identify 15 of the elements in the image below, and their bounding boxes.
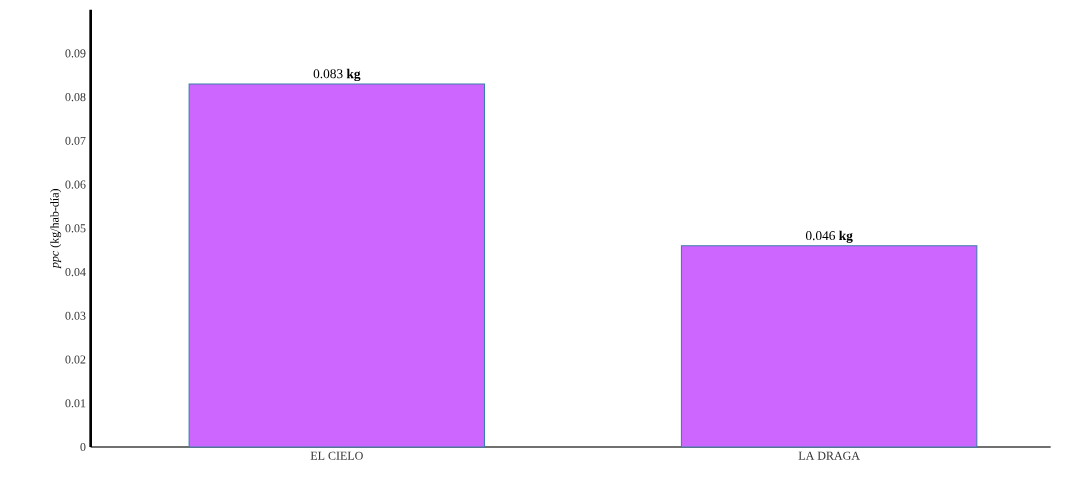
y-axis-title: ppc (kg/hab-día)	[50, 189, 62, 269]
data-label: 0.046 kg	[805, 230, 853, 243]
y-tick-label: 0.03	[65, 311, 86, 320]
y-tick-label: 0.02	[65, 355, 86, 364]
y-tick-label: 0.01	[65, 399, 86, 408]
y-tick-label: 0.09	[65, 49, 86, 58]
y-tick-label: 0	[80, 442, 86, 452]
x-tick-label: EL CIELO	[310, 451, 363, 460]
x-tick-label: LA DRAGA	[798, 451, 860, 460]
y-tick-label: 0.08	[65, 93, 86, 102]
y-tick-label: 0.05	[65, 224, 86, 233]
y-tick-label: 0.04	[65, 267, 86, 277]
y-tick-label: 0.06	[65, 180, 86, 189]
data-label: 0.083 kg	[313, 68, 361, 82]
y-tick-label: 0.07	[65, 136, 86, 145]
